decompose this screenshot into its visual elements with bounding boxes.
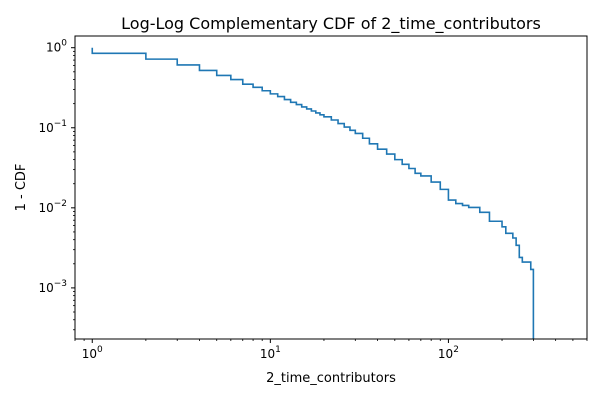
x-tick-label: 100 (82, 345, 103, 361)
plot-area (91, 47, 535, 339)
y-axis-label: 1 - CDF (14, 164, 29, 212)
y-tick-label: 100 (46, 39, 67, 55)
x-tick-label: 102 (438, 345, 459, 361)
y-tick-label: 10−3 (38, 279, 67, 295)
y-tick-label: 10−2 (38, 199, 67, 215)
x-axis-label: 2_time_contributors (266, 371, 396, 386)
axes-frame (74, 35, 588, 340)
chart-title: Log-Log Complementary CDF of 2_time_cont… (121, 14, 541, 34)
x-tick-label: 101 (260, 345, 281, 361)
y-tick-label: 10−1 (38, 119, 67, 135)
y-axis-ticks: 10−3 10−2 10−1 100 (38, 39, 75, 331)
ccdf-series-line (91, 47, 535, 339)
x-axis-ticks: 100 101 102 (74, 339, 588, 361)
